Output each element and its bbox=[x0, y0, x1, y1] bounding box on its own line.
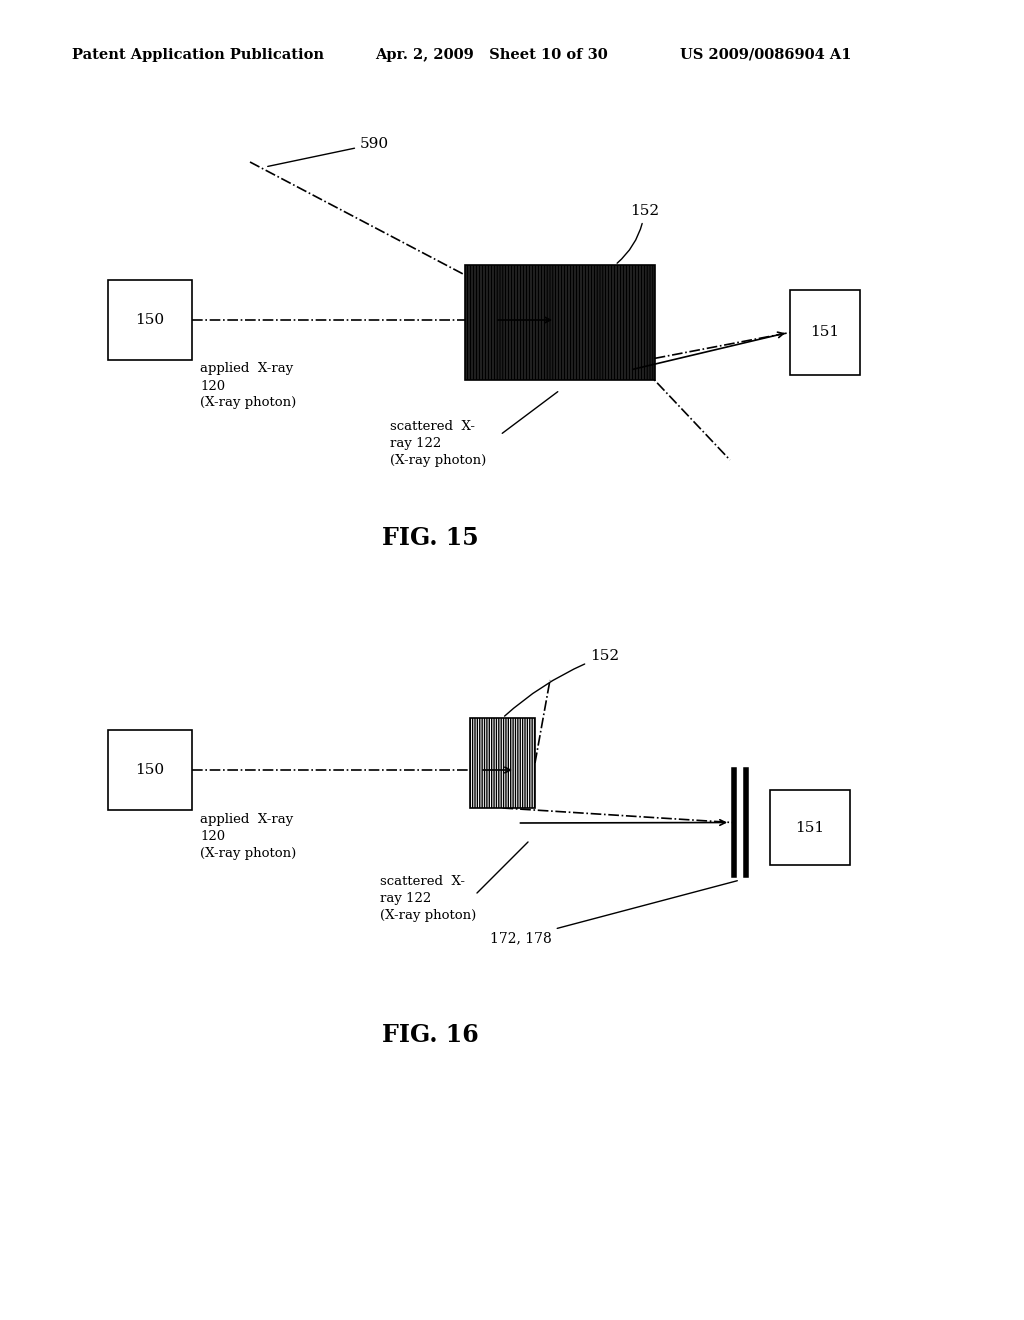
Text: 150: 150 bbox=[135, 313, 165, 327]
Bar bbox=[470, 718, 535, 808]
Text: (X-ray photon): (X-ray photon) bbox=[200, 847, 296, 861]
Text: 172, 178: 172, 178 bbox=[490, 880, 737, 945]
Bar bbox=[108, 280, 193, 360]
Text: (X-ray photon): (X-ray photon) bbox=[390, 454, 486, 467]
Text: Patent Application Publication: Patent Application Publication bbox=[72, 48, 324, 62]
Text: ray 122: ray 122 bbox=[380, 892, 431, 906]
Text: (X-ray photon): (X-ray photon) bbox=[200, 396, 296, 409]
Text: 151: 151 bbox=[810, 326, 840, 339]
Bar bbox=[790, 290, 860, 375]
Text: 590: 590 bbox=[267, 137, 389, 166]
Text: 152: 152 bbox=[617, 205, 659, 263]
Text: 120: 120 bbox=[200, 380, 225, 393]
Text: (X-ray photon): (X-ray photon) bbox=[380, 909, 476, 921]
Bar bbox=[108, 730, 193, 810]
Text: FIG. 15: FIG. 15 bbox=[382, 525, 478, 550]
Text: applied  X-ray: applied X-ray bbox=[200, 813, 293, 826]
Bar bbox=[770, 789, 850, 865]
Text: applied  X-ray: applied X-ray bbox=[200, 362, 293, 375]
Text: US 2009/0086904 A1: US 2009/0086904 A1 bbox=[680, 48, 852, 62]
Text: scattered  X-: scattered X- bbox=[380, 875, 465, 888]
Text: 151: 151 bbox=[796, 821, 824, 834]
Bar bbox=[465, 265, 655, 380]
Text: FIG. 16: FIG. 16 bbox=[382, 1023, 478, 1047]
Text: 150: 150 bbox=[135, 763, 165, 777]
Text: 152: 152 bbox=[505, 649, 620, 717]
Text: 120: 120 bbox=[200, 830, 225, 843]
Text: Apr. 2, 2009   Sheet 10 of 30: Apr. 2, 2009 Sheet 10 of 30 bbox=[375, 48, 608, 62]
Text: scattered  X-: scattered X- bbox=[390, 420, 475, 433]
Text: ray 122: ray 122 bbox=[390, 437, 441, 450]
